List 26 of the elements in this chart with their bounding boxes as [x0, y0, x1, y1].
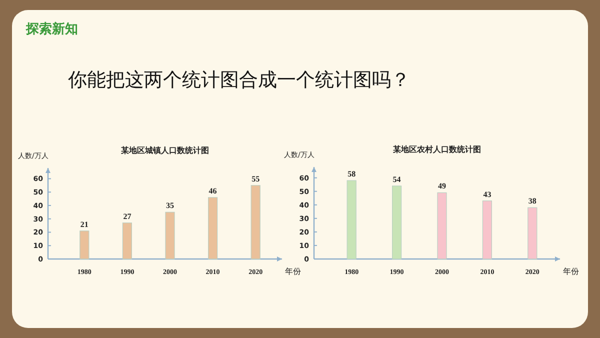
- bar: [482, 200, 492, 260]
- bar: [80, 230, 90, 260]
- x-axis-title: 年份: [285, 267, 301, 276]
- text: 探索新知: [25, 21, 78, 37]
- bar: [250, 185, 260, 260]
- data-label: 55: [252, 174, 260, 184]
- chart-title: 某地区农村人口数统计图: [392, 145, 481, 154]
- bar: [165, 212, 175, 260]
- bar: [392, 186, 402, 260]
- x-axis-title: 年份: [563, 267, 579, 276]
- bar: [122, 222, 132, 260]
- text: 你能把这两个统计图合成一个统计图吗？: [67, 69, 410, 91]
- data-label: 27: [123, 212, 132, 221]
- data-label: 58: [348, 170, 356, 179]
- bar: [437, 192, 447, 260]
- data-label: 49: [438, 182, 446, 191]
- data-label: 46: [208, 186, 217, 196]
- data-label: 38: [528, 196, 536, 206]
- data-label: 43: [483, 190, 492, 199]
- bar: [528, 207, 538, 260]
- chart-title: 某地区城镇人口数统计图: [120, 146, 209, 155]
- data-label: 54: [392, 174, 401, 184]
- data-label: 35: [166, 201, 174, 210]
- bar: [208, 197, 218, 260]
- bar: [346, 180, 356, 260]
- data-label: 21: [80, 220, 88, 229]
